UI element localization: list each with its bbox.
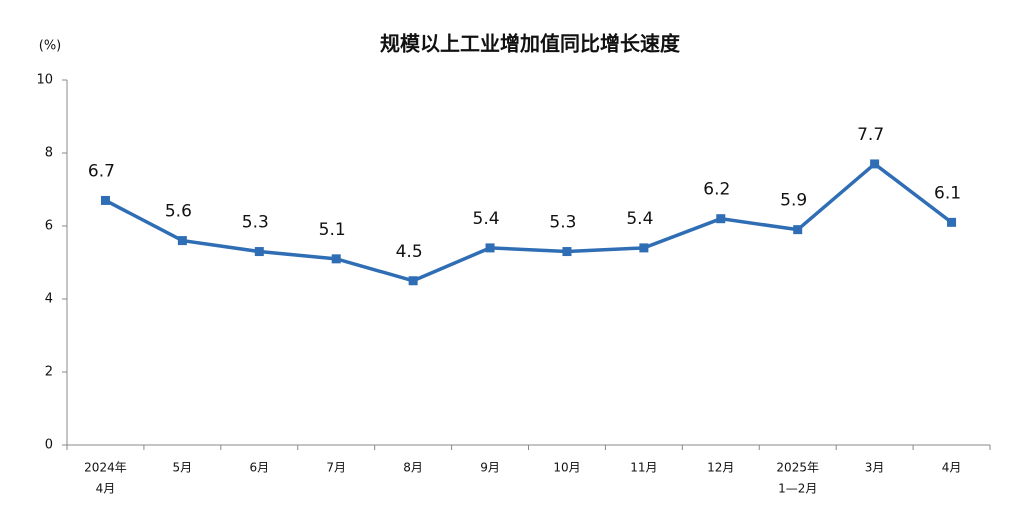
data-label: 5.9: [780, 191, 807, 211]
x-tick-label: 7月: [326, 461, 346, 475]
y-tick-label: 10: [36, 73, 53, 88]
data-label: 5.4: [626, 209, 653, 229]
marker: [947, 217, 957, 227]
marker: [639, 243, 649, 253]
x-tick-label: 1—2月: [778, 482, 817, 496]
marker: [254, 247, 264, 257]
marker: [100, 195, 110, 205]
marker: [562, 247, 572, 257]
data-label: 7.7: [857, 125, 884, 145]
x-tick-label: 2024年: [84, 461, 127, 475]
y-tick-label: 4: [45, 292, 53, 307]
marker: [870, 159, 880, 169]
marker: [793, 225, 803, 235]
marker: [716, 214, 726, 224]
data-label: 4.5: [396, 242, 423, 262]
marker: [331, 254, 341, 264]
x-tick-label: 12月: [707, 461, 734, 475]
x-tick-label: 11月: [630, 461, 657, 475]
marker: [177, 236, 187, 246]
chart-title: 规模以上工业增加值同比增长速度: [380, 32, 681, 56]
x-tick-label: 9月: [480, 461, 500, 475]
data-label: 5.6: [165, 202, 192, 222]
x-tick-label: 3月: [865, 461, 885, 475]
x-tick-label: 8月: [403, 461, 423, 475]
x-tick-label: 5月: [173, 461, 193, 475]
data-label: 5.1: [319, 220, 346, 240]
data-label: 5.3: [549, 213, 576, 233]
x-tick-label: 6月: [249, 461, 269, 475]
y-unit: (%): [39, 39, 62, 54]
x-tick-label: 2025年: [776, 461, 819, 475]
y-tick-label: 0: [45, 438, 53, 453]
marker: [408, 276, 418, 286]
data-label: 6.7: [88, 161, 115, 181]
data-label: 6.2: [703, 180, 730, 200]
data-label: 5.4: [473, 209, 500, 229]
y-tick-label: 6: [45, 219, 53, 234]
data-label: 6.1: [934, 183, 961, 203]
x-tick-label: 4月: [942, 461, 962, 475]
x-tick-label: 10月: [553, 461, 580, 475]
x-tick-label: 4月: [96, 482, 116, 496]
y-tick-label: 2: [45, 365, 53, 380]
data-label: 5.3: [242, 213, 269, 233]
y-tick-label: 8: [45, 146, 53, 161]
marker: [485, 243, 495, 253]
line: [104, 161, 953, 283]
